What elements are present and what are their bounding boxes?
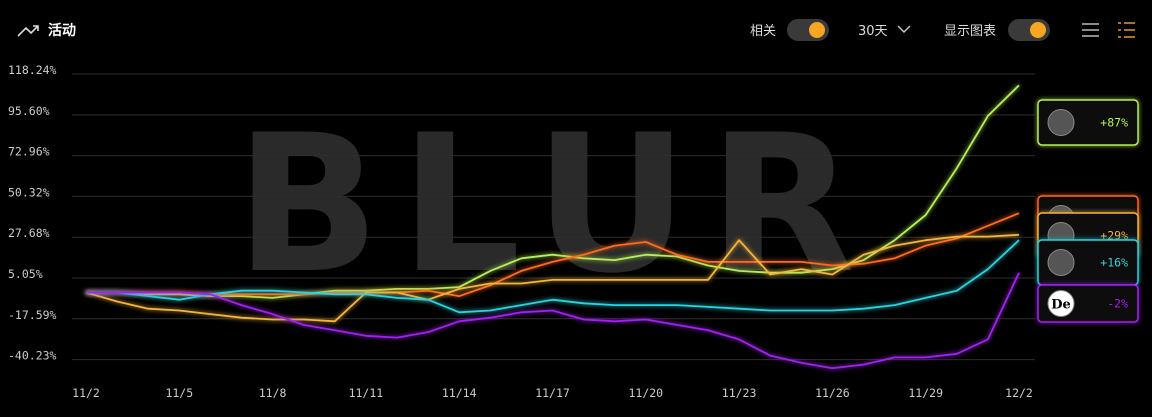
period-select[interactable]: 30天: [858, 24, 888, 39]
x-tick-label: 11/29: [908, 386, 943, 400]
x-tick-label: 11/17: [535, 386, 570, 400]
toggle-label: 显示图表: [944, 24, 996, 39]
y-tick-label: 72.96%: [8, 145, 50, 159]
y-tick-label: 50.32%: [8, 185, 50, 199]
end-label: +87%: [1100, 116, 1128, 130]
end-label: +29%: [1100, 229, 1128, 243]
activity-icon: [17, 25, 39, 37]
y-tick-label: 95.60%: [8, 104, 50, 118]
end-label: +16%: [1100, 256, 1128, 270]
dropdown-caret: [897, 25, 911, 33]
activity-icon-arrow: [33, 25, 39, 31]
series-line: [86, 84, 1020, 299]
x-tick-label: 11/5: [165, 386, 193, 400]
toggle-label: 相关: [750, 24, 776, 39]
y-tick-label: -17.59%: [8, 308, 57, 322]
x-tick-label: 11/14: [442, 386, 477, 400]
end-label: -2%: [1107, 297, 1128, 311]
x-tick-label: 11/26: [815, 386, 850, 400]
x-tick-label: 12/2: [1005, 386, 1033, 400]
toggle-knob: [1030, 22, 1046, 38]
avatar: [1047, 290, 1075, 317]
x-tick-label: 11/11: [349, 386, 384, 400]
list-view-button[interactable]: [1082, 23, 1099, 37]
toggle-knob: [809, 22, 825, 38]
y-tick-label: 5.05%: [8, 267, 43, 281]
avatar: [1047, 249, 1075, 276]
x-tick-label: 11/8: [259, 386, 287, 400]
x-tick-label: 11/23: [722, 386, 757, 400]
y-tick-label: 118.24%: [8, 63, 57, 77]
series-line: [85, 233, 1020, 323]
watermark: BLUR: [235, 94, 875, 315]
section-title: 活动: [48, 22, 76, 39]
x-tick-label: 11/2: [72, 386, 100, 400]
avatar: [1047, 109, 1075, 136]
avatar-text: De: [1051, 298, 1071, 313]
detail-view-button[interactable]: [1118, 22, 1135, 38]
x-tick-label: 11/20: [628, 386, 663, 400]
y-tick-label: -40.23%: [8, 349, 57, 363]
series-line: [86, 239, 1020, 314]
series-line: [86, 212, 1020, 297]
y-tick-label: 27.68%: [8, 226, 50, 240]
series-line: [86, 272, 1020, 370]
